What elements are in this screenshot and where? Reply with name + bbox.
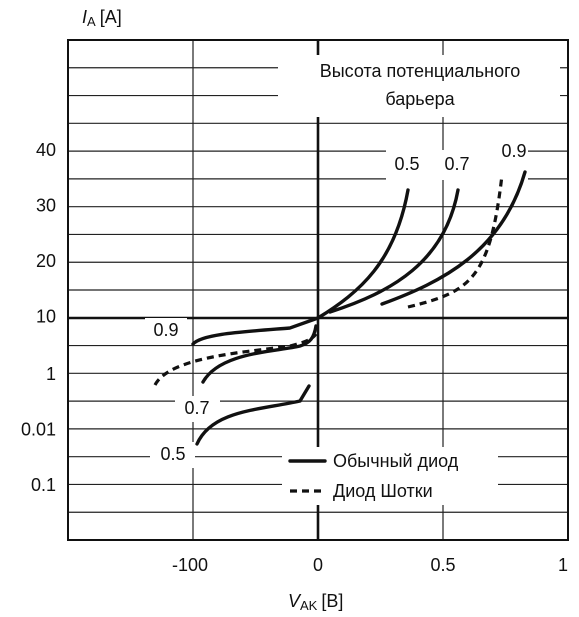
label-bg [386, 150, 528, 180]
y-symbol: I [82, 7, 87, 27]
y-sub: A [87, 14, 96, 29]
x-unit: [B] [321, 591, 343, 611]
x-axis-label: VAK [B] [288, 591, 343, 614]
curve-0-9 [380, 170, 527, 306]
curve-label: 0.5 [160, 444, 185, 464]
curve-label: 0.7 [184, 398, 209, 418]
y-tick-label: 0.01 [21, 420, 56, 440]
x-sub: AK [300, 598, 318, 613]
y-tick-label: 30 [36, 195, 56, 215]
curve-0-5 [316, 188, 410, 320]
y-tick-label: 1 [46, 364, 56, 384]
legend-label: Диод Шотки [333, 481, 433, 501]
curve-rev-0-5 [195, 384, 311, 446]
y-tick-label: 0.1 [31, 475, 56, 495]
curve-label: 0.9 [153, 320, 178, 340]
x-tick-label: -100 [172, 555, 208, 575]
x-tick-label: 1 [558, 555, 568, 575]
annotation-bg [278, 55, 560, 117]
y-tick-label: 40 [36, 140, 56, 160]
legend-label: Обычный диод [333, 451, 459, 471]
schottky-forward [407, 174, 504, 309]
curve-label: 0.5 [394, 154, 419, 174]
annotation: барьера [385, 89, 455, 109]
annotation: Высота потенциального [320, 61, 521, 81]
curve-label: 0.9 [501, 141, 526, 161]
curve-label: 0.7 [444, 154, 469, 174]
curve-0-7 [328, 188, 460, 314]
x-tick-label: 0 [313, 555, 323, 575]
y-unit: [A] [100, 7, 122, 27]
x-tick-label: 0.5 [430, 555, 455, 575]
y-axis-label: IA [A] [82, 7, 122, 30]
y-tick-label: 10 [36, 307, 56, 327]
label-bg [150, 442, 195, 468]
label-bg [175, 396, 220, 422]
y-tick-label: 20 [36, 251, 56, 271]
x-symbol: V [288, 591, 302, 611]
curve-rev-0-9 [191, 316, 320, 346]
label-bg [145, 318, 187, 344]
legend-bg [282, 447, 498, 505]
schottky-reverse [153, 332, 318, 386]
